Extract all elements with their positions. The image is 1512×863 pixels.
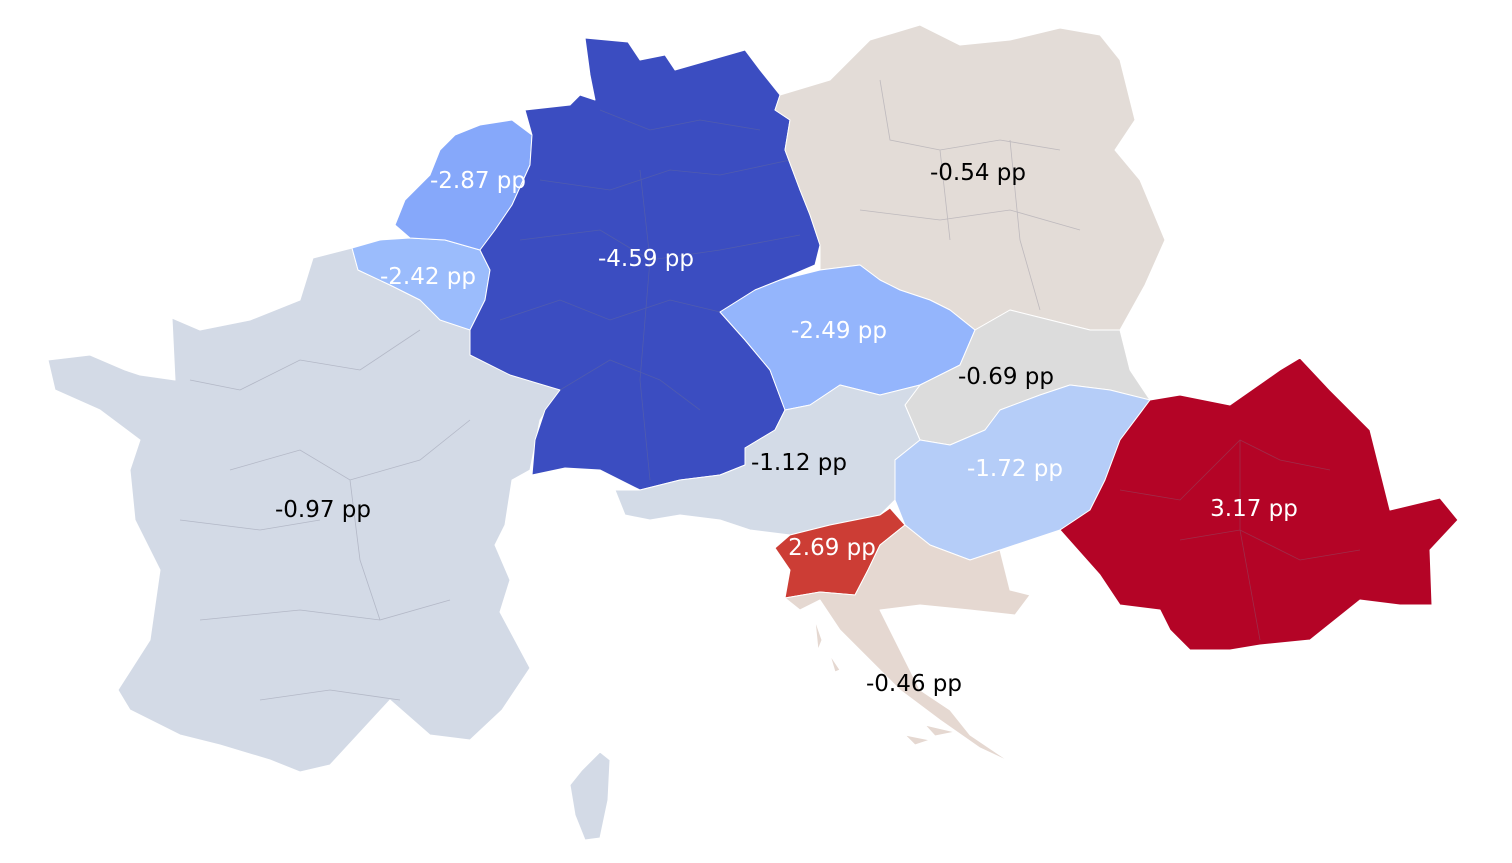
label-germany: -4.59 pp bbox=[598, 246, 694, 272]
shape-croatia bbox=[784, 524, 1031, 763]
label-austria: -1.12 pp bbox=[751, 450, 847, 476]
label-france: -0.97 pp bbox=[275, 497, 371, 523]
country-france bbox=[47, 247, 611, 841]
shape-romania bbox=[1059, 357, 1459, 651]
label-romania: 3.17 pp bbox=[1210, 496, 1298, 522]
label-netherlands: -2.87 pp bbox=[430, 168, 526, 194]
label-czechia: -2.49 pp bbox=[791, 318, 887, 344]
country-romania bbox=[1059, 357, 1459, 651]
label-hungary: -1.72 pp bbox=[967, 456, 1063, 482]
label-slovenia: 2.69 pp bbox=[788, 535, 876, 561]
romania-region-lines bbox=[1119, 439, 1361, 641]
value-labels: -2.87 pp -2.42 pp -4.59 pp -0.54 pp -2.4… bbox=[275, 160, 1298, 697]
shape-corsica bbox=[569, 751, 611, 841]
country-croatia bbox=[784, 524, 1031, 763]
shape-croatia-islands bbox=[814, 619, 956, 746]
france-region-lines bbox=[179, 329, 471, 701]
label-belgium: -2.42 pp bbox=[380, 264, 476, 290]
label-croatia: -0.46 pp bbox=[866, 671, 962, 697]
label-slovakia: -0.69 pp bbox=[958, 364, 1054, 390]
germany-region-lines bbox=[499, 109, 801, 481]
poland-region-lines bbox=[859, 79, 1081, 311]
label-poland: -0.54 pp bbox=[930, 160, 1026, 186]
